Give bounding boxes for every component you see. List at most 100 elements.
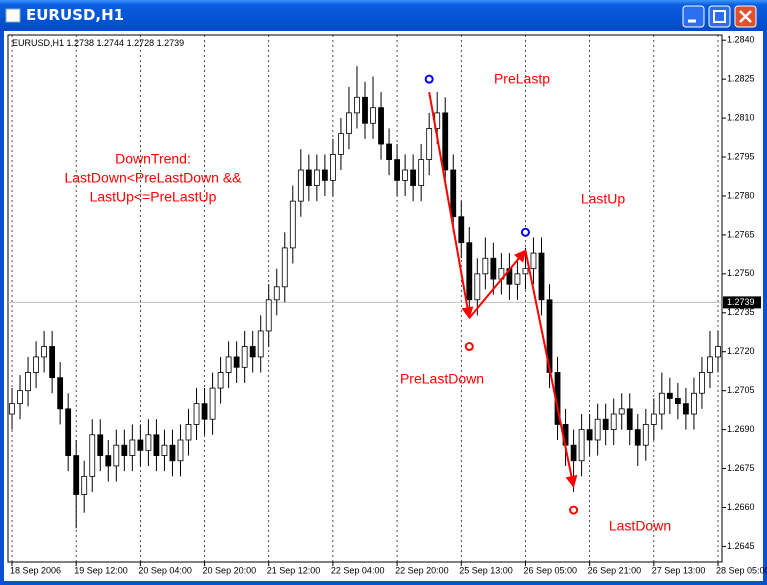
candle-body <box>707 356 713 373</box>
signal-marker <box>424 74 434 84</box>
y-tick-label: 1.2660 <box>727 502 755 512</box>
candle-body <box>626 408 633 431</box>
candle-body <box>273 286 280 301</box>
signal-marker <box>569 505 579 515</box>
candle-body <box>73 455 80 495</box>
plot: 1.2645 1.2660 1.2675 1.2690 1.2705 1.2720 1.27… <box>8 35 767 575</box>
candle-body <box>321 169 328 181</box>
candle-body <box>249 346 256 358</box>
y-tick-label: 1.2795 <box>727 151 755 161</box>
y-tick-label: 1.2705 <box>727 385 755 395</box>
y-tick-label: 1.2765 <box>727 229 755 239</box>
candle-body <box>570 444 577 462</box>
annotation: DownTrend: <box>115 151 191 167</box>
candle-body <box>241 346 248 368</box>
candle-body <box>466 242 473 301</box>
candle-body <box>49 346 56 379</box>
x-tick-label: 20 Sep 20:00 <box>203 565 257 575</box>
candle-body <box>137 439 144 451</box>
candle-body <box>618 408 625 415</box>
candle-body <box>682 403 689 415</box>
candle-body <box>9 403 15 415</box>
candle-body <box>33 356 39 373</box>
candle-body <box>594 418 601 441</box>
candle-body <box>474 273 481 301</box>
candle-body <box>410 169 417 186</box>
zigzag-arrow <box>524 250 578 488</box>
x-tick-label: 19 Sep 12:00 <box>74 565 128 575</box>
annotation: LastDown <box>609 518 671 534</box>
candle-body <box>257 330 264 358</box>
candle-body <box>522 268 529 275</box>
candle-body <box>97 434 104 456</box>
annotation: LastUp <box>581 191 626 207</box>
candle-body <box>426 128 433 161</box>
y-tick-label: 1.2825 <box>727 74 755 84</box>
candle-body <box>177 439 184 462</box>
y-tick-label: 1.2750 <box>727 268 755 278</box>
candle-body <box>418 159 425 186</box>
candle-body <box>25 372 31 392</box>
candle-body <box>89 434 96 477</box>
x-tick-label: 26 Sep 05:00 <box>523 565 577 575</box>
candle-body <box>81 475 88 495</box>
candle-body <box>121 444 128 456</box>
candle-body <box>281 247 288 288</box>
annotation: PreLastp <box>494 71 550 87</box>
candle-body <box>490 257 497 280</box>
candle-body <box>578 429 585 462</box>
annotation: LastDown<PreLastDown && <box>64 170 242 186</box>
annotation: LastUp<=PreLastUp <box>90 189 217 205</box>
candle-body <box>193 403 200 425</box>
candle-body <box>538 252 545 301</box>
candle-body <box>642 424 649 446</box>
candle-body <box>530 252 537 270</box>
x-tick-label: 28 Sep 05:00 <box>716 565 767 575</box>
candle-body <box>305 169 312 186</box>
candle-body <box>715 346 721 358</box>
candle-body <box>41 346 48 358</box>
candle-body <box>370 107 376 124</box>
candle-body <box>402 169 409 181</box>
candle-body <box>442 112 449 171</box>
y-tick-label: 1.2780 <box>727 190 755 200</box>
maximize-icon <box>713 10 726 23</box>
x-tick-label: 27 Sep 13:00 <box>652 565 706 575</box>
candle-body <box>450 169 457 218</box>
candle-body <box>514 273 521 285</box>
x-tick-label: 22 Sep 20:00 <box>395 565 449 575</box>
signal-marker <box>520 227 530 237</box>
candle-body <box>129 439 136 456</box>
candle-body <box>297 169 304 202</box>
candle-body <box>145 434 152 451</box>
candle-body <box>185 424 192 441</box>
candle-body <box>610 413 617 431</box>
x-tick-label: 21 Sep 12:00 <box>267 565 321 575</box>
candle-body <box>330 154 336 181</box>
maximize-button[interactable] <box>708 5 731 28</box>
minimize-button[interactable] <box>682 5 705 28</box>
candle-body <box>225 356 232 373</box>
annotation: PreLastDown <box>400 371 484 387</box>
candle-body <box>201 403 208 420</box>
symbol-info: EURUSD,H1 1.2738 1.2744 1.2728 1.2739 <box>12 38 184 48</box>
x-tick-label: 20 Sep 04:00 <box>138 565 192 575</box>
candle-body <box>394 159 400 181</box>
zigzag-arrow <box>468 249 527 319</box>
candle-body <box>217 372 224 389</box>
y-tick-label: 1.2840 <box>727 35 755 45</box>
x-tick-label: 25 Sep 13:00 <box>459 565 513 575</box>
candle-body <box>17 390 23 405</box>
candle-body <box>362 96 368 124</box>
candle-body <box>233 356 240 368</box>
candle-body <box>209 387 216 420</box>
candle-body <box>113 444 120 467</box>
plot-frame <box>7 34 723 563</box>
candle-body <box>586 429 593 441</box>
candle-body <box>674 398 681 405</box>
candle-body <box>699 372 705 394</box>
y-tick-label: 1.2645 <box>727 541 755 551</box>
candle-body <box>289 200 296 249</box>
